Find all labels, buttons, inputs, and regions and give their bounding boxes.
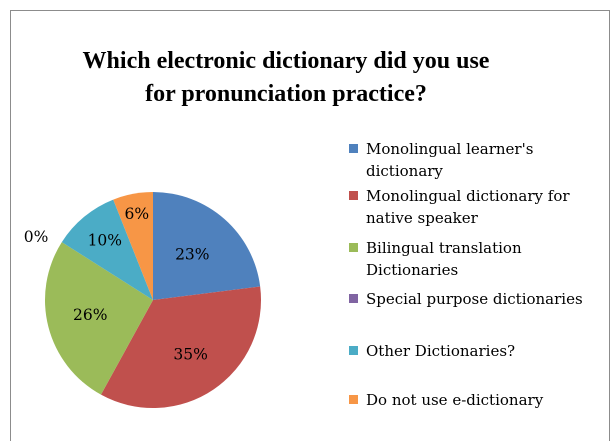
legend-swatch (349, 144, 358, 153)
legend-swatch (349, 346, 358, 355)
pie-slice (113, 191, 153, 300)
slice-data-label: 0% (24, 228, 49, 246)
legend-label: Other Dictionaries? (366, 342, 516, 360)
slice-data-label: 10% (88, 232, 122, 250)
legend-label: Special purpose dictionaries (366, 290, 583, 308)
chart-title: Which electronic dictionary did you use … (82, 48, 490, 107)
legend-swatch (349, 243, 358, 252)
slice-data-label: 6% (125, 205, 150, 223)
slice-data-label: 23% (175, 245, 209, 263)
pie-slice (61, 199, 154, 300)
legend-label: Monolingual learner's dictionary (366, 140, 534, 180)
legend-swatch (349, 191, 358, 200)
legend-swatch (349, 294, 358, 303)
legend-swatch (349, 395, 358, 404)
pie-slice (44, 242, 153, 395)
pie-slice (100, 286, 262, 409)
legend-label: Do not use e-dictionary (366, 391, 544, 409)
slice-data-label: 35% (173, 345, 207, 363)
slice-data-label: 26% (73, 306, 107, 324)
legend-label: Monolingual dictionary for native speake… (366, 187, 570, 227)
legend-label: Bilingual translation Dictionaries (366, 239, 522, 279)
pie-chart: 23% 35% 26% 0% 10%6% (24, 191, 262, 409)
pie-slice (153, 192, 261, 300)
